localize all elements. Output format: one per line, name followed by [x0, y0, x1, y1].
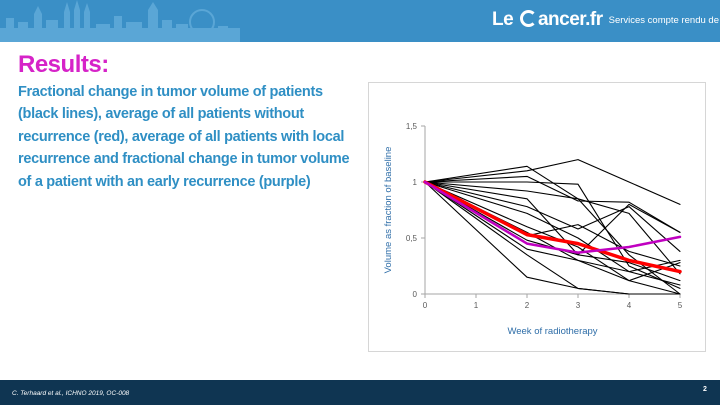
y-tick-label: 1 [413, 178, 418, 187]
series-line-black [424, 181, 681, 282]
series-line-black [424, 181, 681, 295]
x-axis-title: Week of radiotherapy [507, 326, 597, 337]
logo-text-right: ancer.fr [537, 9, 603, 30]
citation: C. Terhaard et al., ICHNO 2019, OC-008 [12, 390, 130, 397]
footer-bar: C. Terhaard et al., ICHNO 2019, OC-008 2 [0, 380, 720, 405]
x-tick-label: 4 [627, 301, 632, 310]
line-chart: 0 0,5 1 1,5 0 1 2 3 4 5 Week of radiotherapy Volume… [383, 122, 683, 337]
series-line-black [424, 181, 681, 275]
series-line-black [424, 181, 681, 289]
logo-text-left: Le [492, 9, 518, 30]
x-tick-label: 5 [678, 301, 683, 310]
chart-panel: 0 0,5 1 1,5 0 1 2 3 4 5 Week of radiotherapy Volume… [368, 82, 706, 352]
page-number: 2 [703, 386, 707, 393]
series-line-black [424, 159, 681, 205]
slide-description: Fractional change in tumor volume of pat… [18, 84, 350, 190]
x-tick-label: 1 [474, 301, 479, 310]
series-line-purple [423, 180, 682, 254]
series-line-red [423, 180, 682, 274]
series-line-black [424, 175, 681, 233]
series-line-black [424, 181, 681, 282]
slide-title: Results: [18, 51, 109, 78]
y-tick-label: 1,5 [406, 122, 418, 131]
y-tick-label: 0 [413, 290, 418, 299]
city-skyline-icon [0, 0, 240, 42]
x-tick-label: 3 [576, 301, 581, 310]
series-line-black [424, 181, 681, 252]
series-line-black [424, 181, 681, 273]
series-line-black [424, 181, 681, 295]
y-axis-title: Volume as fraction of baseline [383, 147, 394, 274]
lecancer-logo[interactable]: Le ancer.fr Services compte rendu de con… [492, 8, 720, 32]
x-tick-label: 0 [423, 301, 428, 310]
header-banner: Le ancer.fr Services compte rendu de con… [0, 0, 720, 42]
y-tick-label: 0,5 [406, 234, 418, 243]
series-line-black [424, 181, 681, 286]
logo-tagline: Services compte rendu de congrès [608, 14, 720, 26]
x-tick-label: 2 [525, 301, 530, 310]
logo-c-icon [519, 10, 537, 27]
